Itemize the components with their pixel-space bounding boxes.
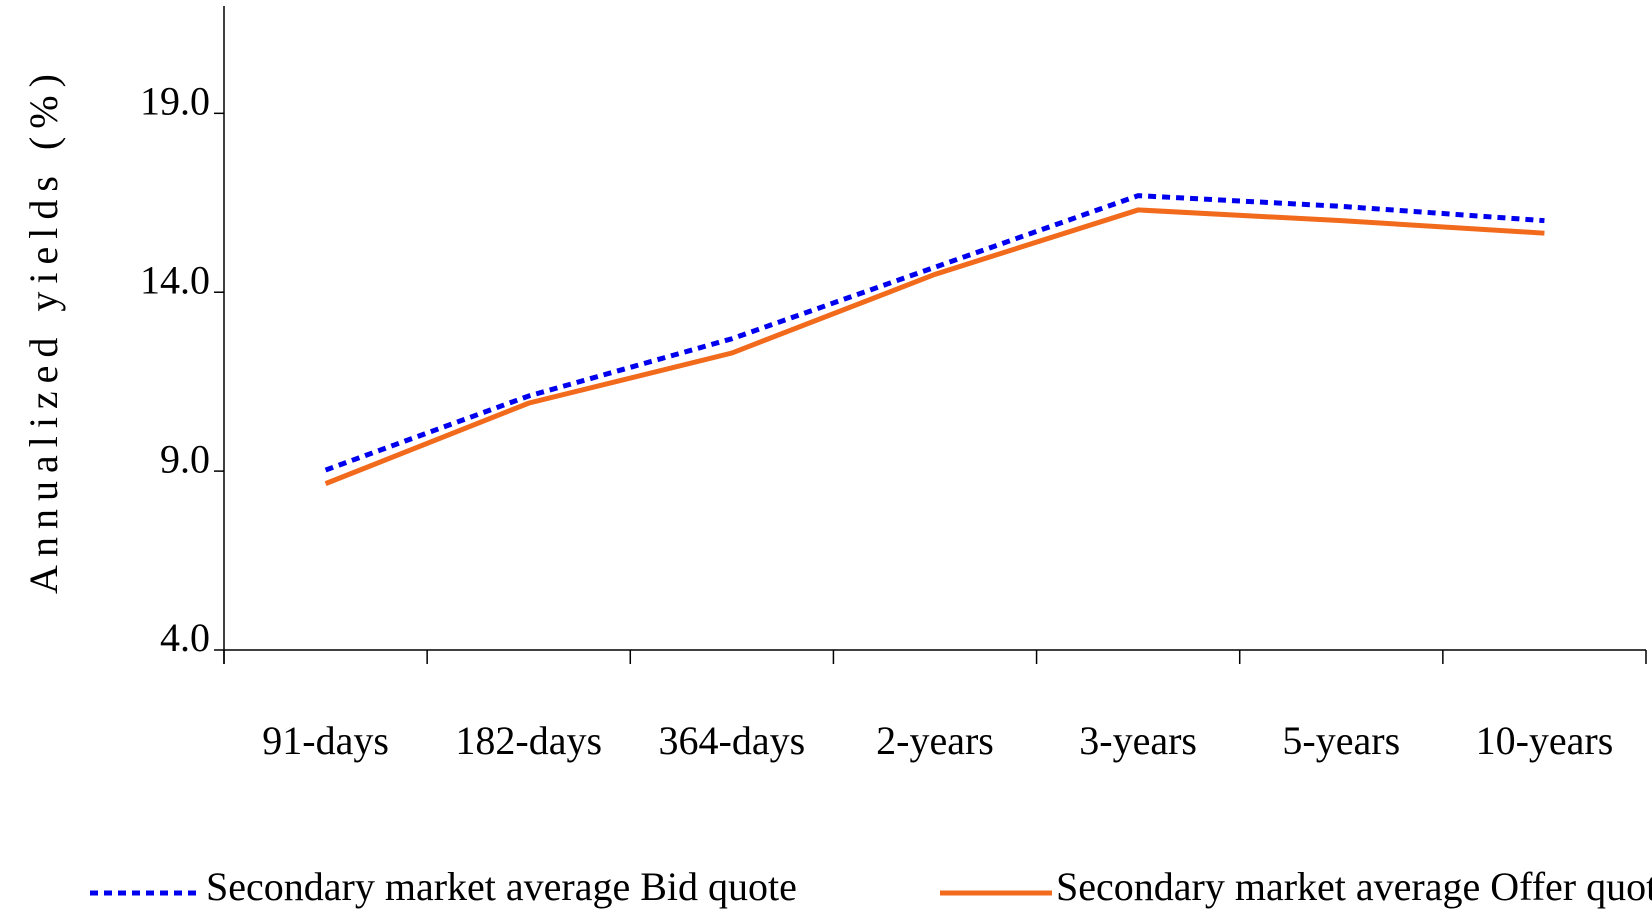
x-tick-label: 91-days: [262, 718, 389, 763]
y-axis-title: Annualized yields (%): [21, 66, 66, 594]
legend-label: Secondary market average Offer quote: [1056, 864, 1652, 909]
x-tick-label: 364-days: [659, 718, 806, 763]
y-tick-label: 9.0: [160, 436, 210, 481]
x-tick-label: 10-years: [1476, 718, 1614, 763]
x-tick-label: 5-years: [1282, 718, 1400, 763]
line-series: [324, 207, 1545, 486]
legend-label: Secondary market average Bid quote: [206, 864, 797, 909]
y-tick-label: 4.0: [160, 615, 210, 660]
y-tick-label: 14.0: [140, 257, 210, 302]
x-tick-label: 182-days: [455, 718, 602, 763]
x-tick-label: 2-years: [876, 718, 994, 763]
line-series: [324, 193, 1545, 473]
y-tick-label: 19.0: [140, 79, 210, 124]
x-tick-label: 3-years: [1079, 718, 1197, 763]
